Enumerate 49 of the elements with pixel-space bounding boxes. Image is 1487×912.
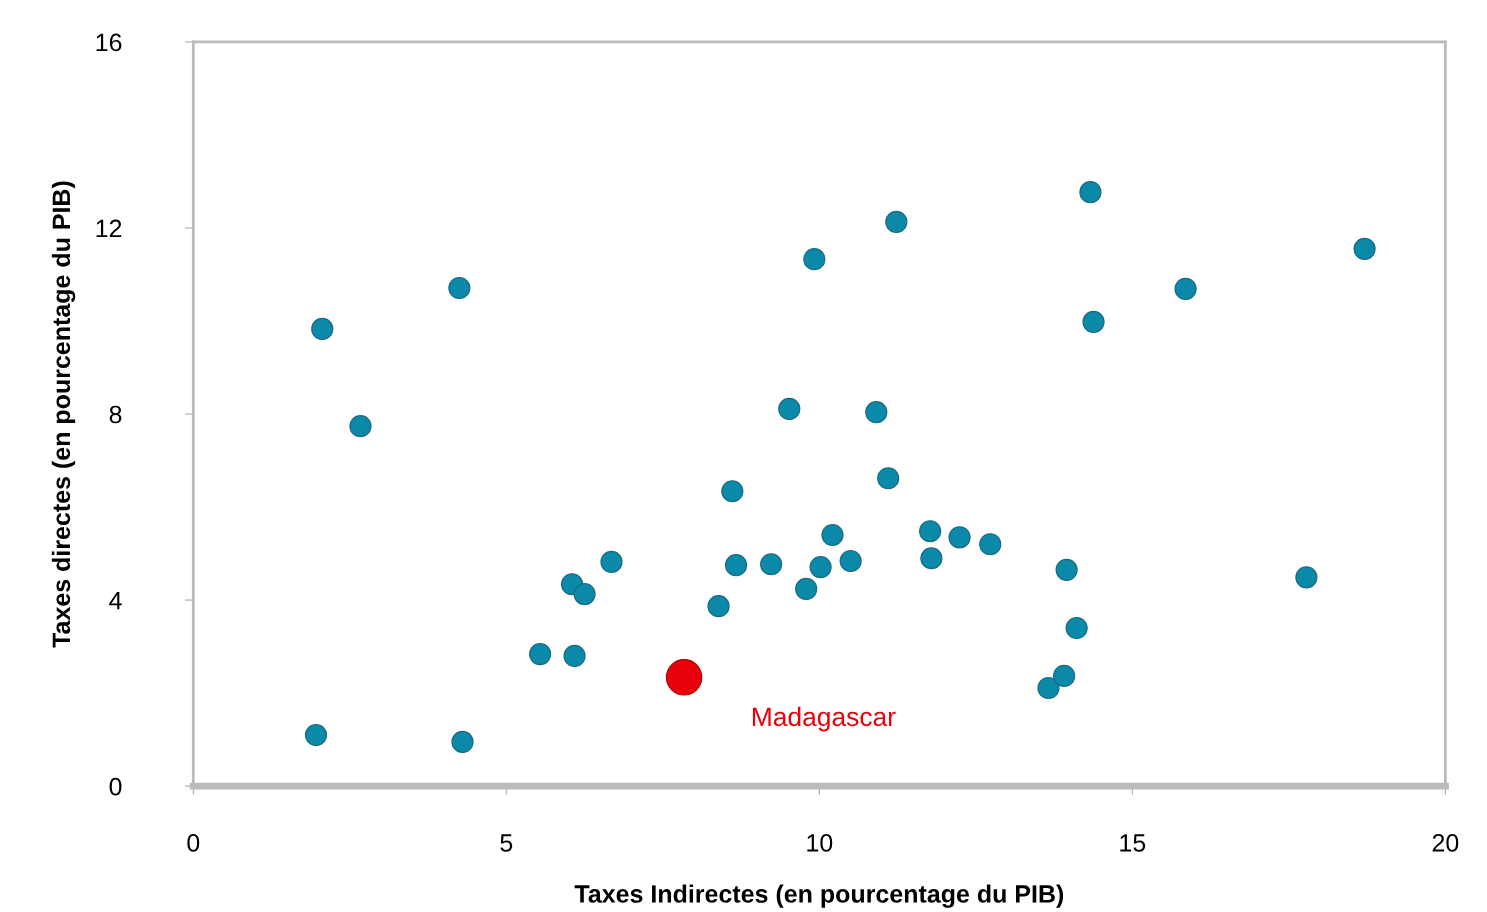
point xyxy=(809,555,832,579)
y-tick-label: 12 xyxy=(96,219,122,238)
point xyxy=(304,723,328,747)
point xyxy=(448,276,471,300)
point xyxy=(665,659,703,696)
annotation: Madagascar xyxy=(752,706,896,732)
y-tick-label: 16 xyxy=(96,33,122,52)
point xyxy=(563,644,586,667)
point xyxy=(1295,566,1318,589)
point xyxy=(979,533,1002,556)
y-tick-label: 8 xyxy=(109,405,122,424)
x-axis-title: Taxes Indirectes (en pourcentage du PIB) xyxy=(574,884,1064,908)
point xyxy=(1053,664,1076,687)
x-tick-label: 20 xyxy=(1432,834,1459,852)
x-tick-label: 10 xyxy=(807,834,833,852)
point xyxy=(760,553,783,576)
point xyxy=(1037,676,1060,700)
point xyxy=(451,730,474,754)
point xyxy=(573,582,596,606)
point xyxy=(865,401,888,424)
y-tick-label: 0 xyxy=(109,777,122,796)
point xyxy=(821,523,844,547)
x-tick-label: 15 xyxy=(1120,834,1146,852)
point xyxy=(803,248,826,271)
y-tick-label: 4 xyxy=(109,591,122,610)
point xyxy=(1065,616,1088,640)
point xyxy=(1055,558,1078,581)
point xyxy=(1082,310,1105,334)
point xyxy=(721,480,744,503)
x-tick-label: 0 xyxy=(187,834,200,852)
point xyxy=(1353,237,1376,261)
point xyxy=(600,550,623,574)
point xyxy=(877,467,900,490)
point xyxy=(778,397,801,421)
point xyxy=(795,577,818,601)
point xyxy=(885,210,908,234)
point xyxy=(920,547,943,570)
y-axis-title: Taxes directes (en pourcentage du PIB) xyxy=(51,181,76,648)
x-tick-label: 5 xyxy=(500,834,513,852)
point xyxy=(1079,181,1102,204)
point xyxy=(349,415,372,438)
point xyxy=(707,595,730,618)
point xyxy=(311,317,334,341)
point xyxy=(1174,277,1197,301)
point xyxy=(839,549,862,573)
point xyxy=(529,642,552,666)
point xyxy=(948,526,971,549)
point xyxy=(724,554,748,577)
point xyxy=(919,520,942,543)
